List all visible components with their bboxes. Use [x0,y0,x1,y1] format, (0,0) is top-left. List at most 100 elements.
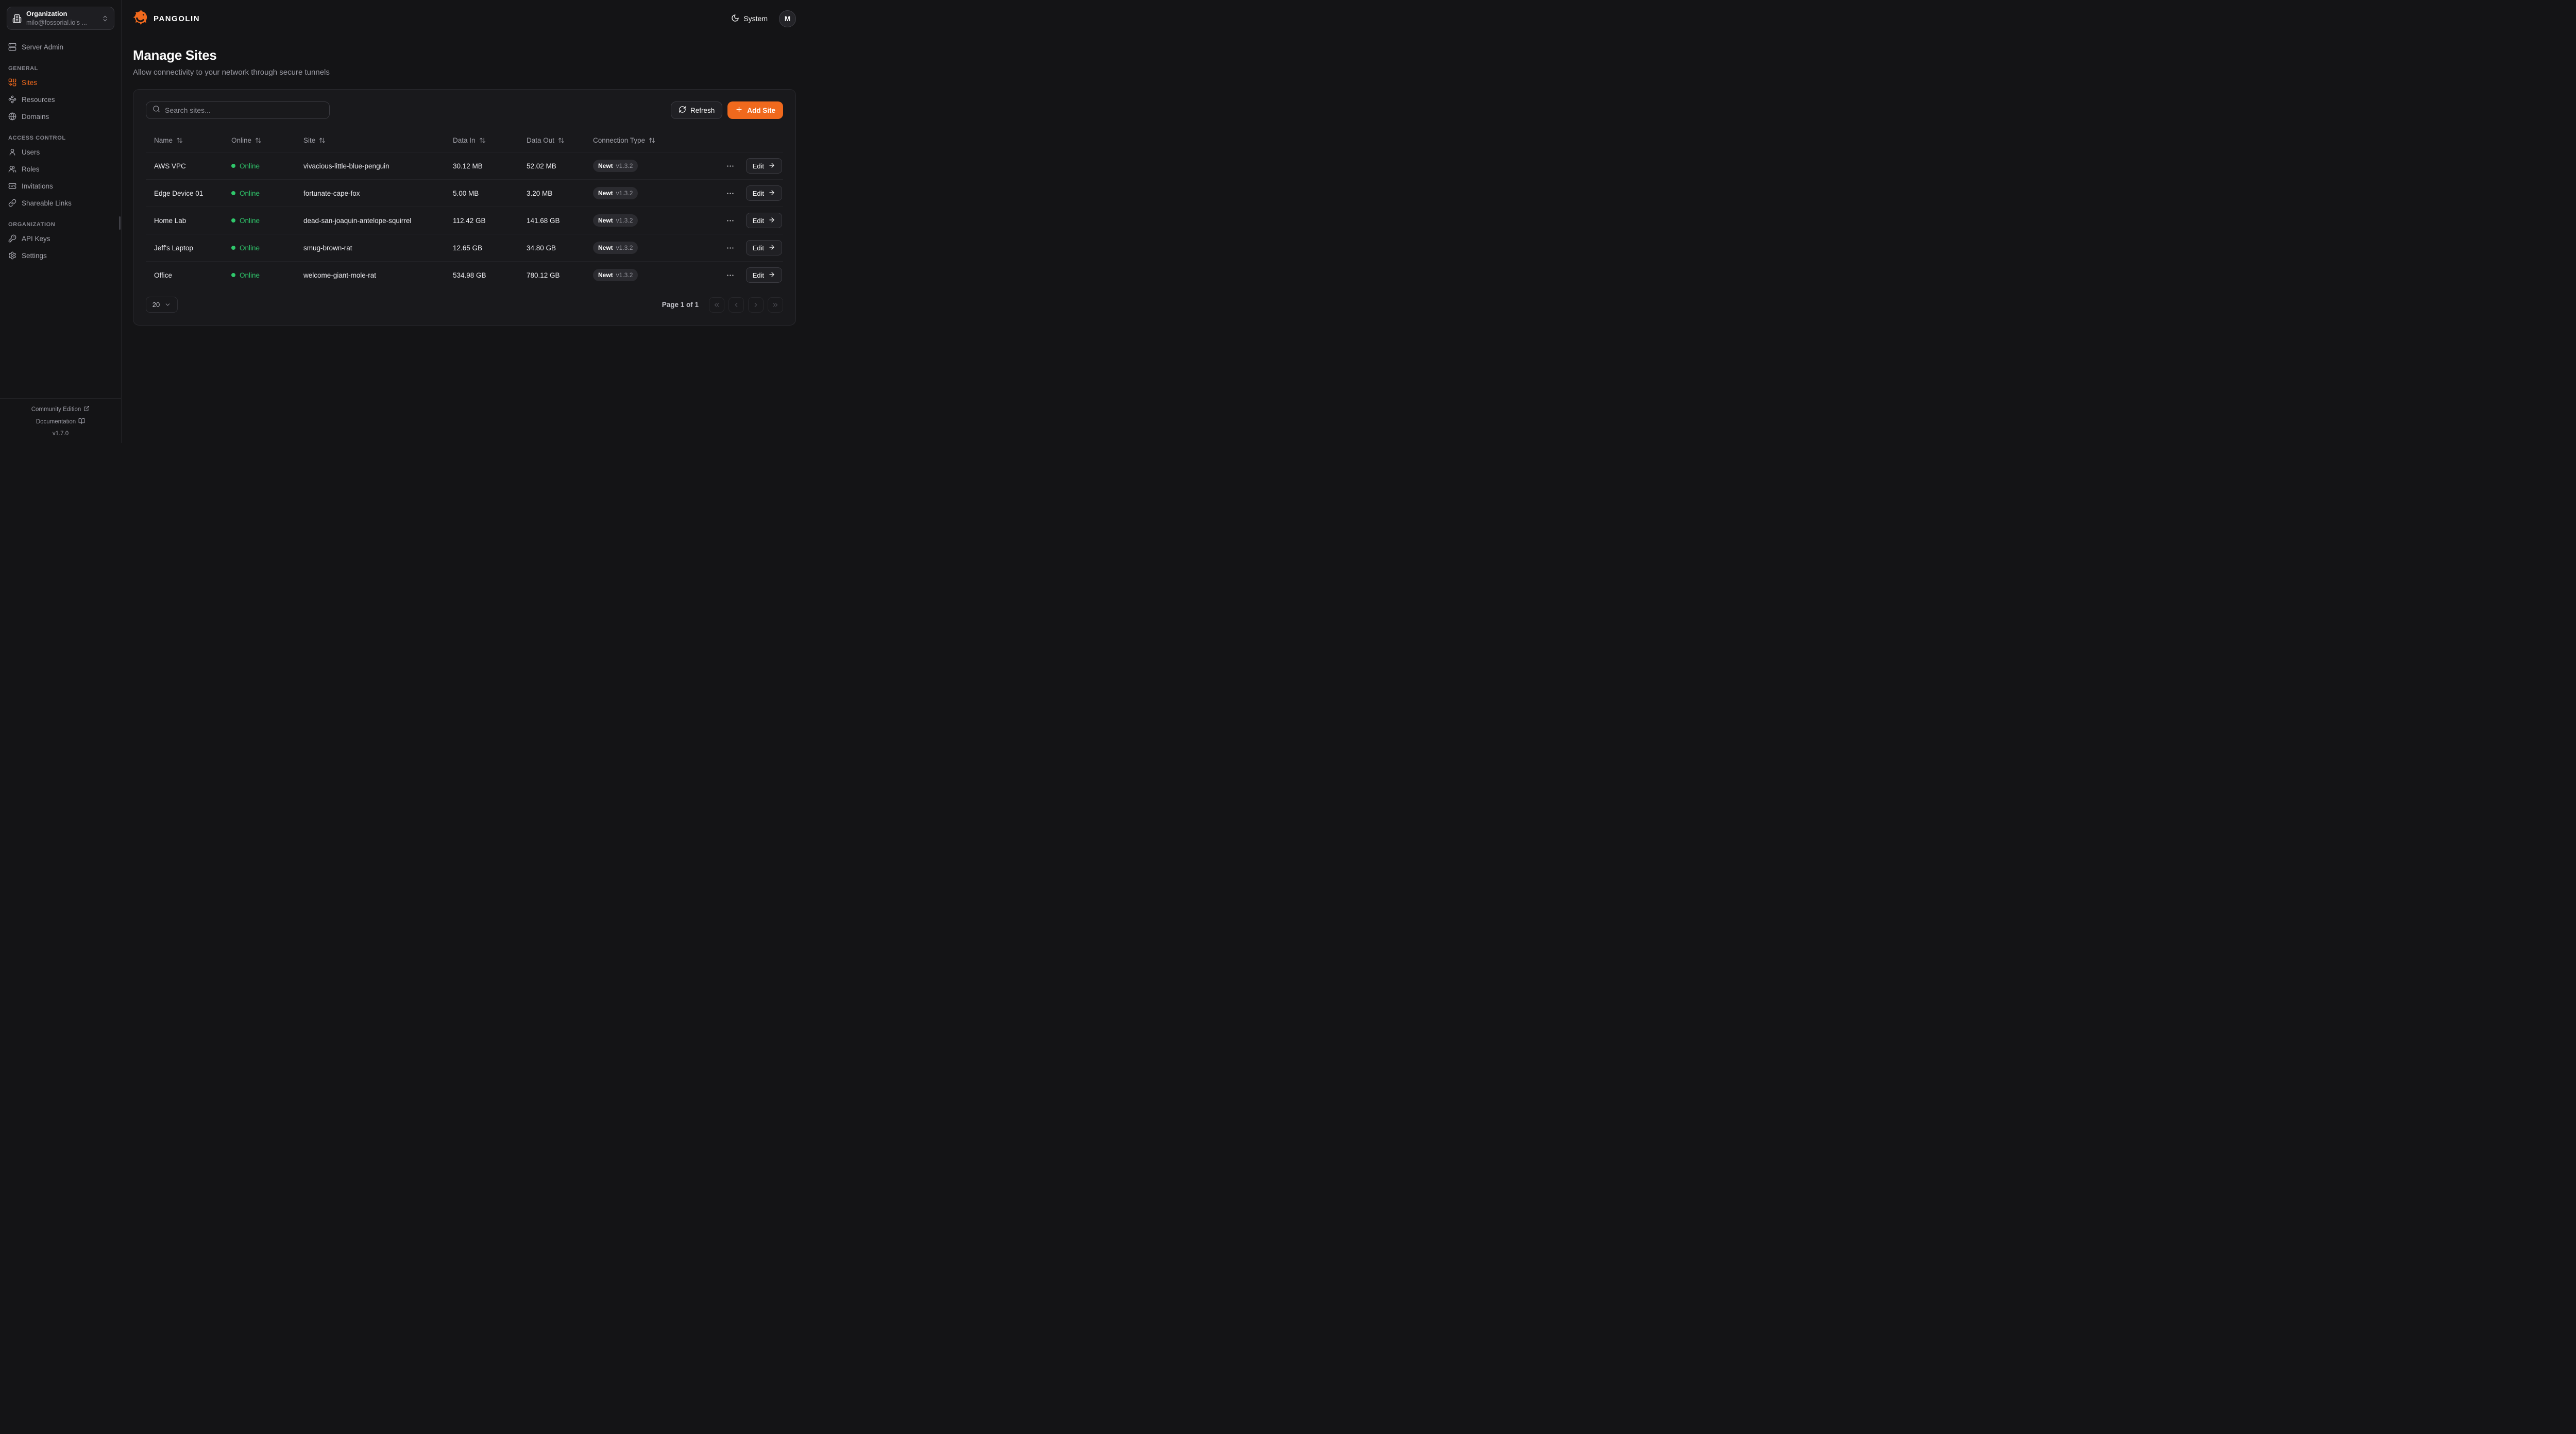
table-row: AWS VPC Online vivacious-little-blue-pen… [146,152,783,179]
sidebar-item-shareable-links[interactable]: Shareable Links [7,196,114,210]
documentation-link[interactable]: Documentation [0,418,121,426]
combine-icon [8,78,16,87]
org-selector-title: Organization [26,10,67,18]
plus-icon [735,106,743,115]
last-page-button[interactable] [768,297,783,313]
page-size-value: 20 [152,301,160,309]
column-header-data-in[interactable]: Data In [453,136,518,144]
edit-button[interactable]: Edit [745,213,782,228]
community-edition-link[interactable]: Community Edition [0,405,121,413]
section-label-organization: ORGANIZATION [8,221,56,228]
connection-type: Newt [598,162,613,169]
server-icon [8,43,16,51]
refresh-button[interactable]: Refresh [670,101,723,119]
sidebar-item-resources[interactable]: Resources [7,93,114,106]
edit-button[interactable]: Edit [745,267,782,283]
org-selector[interactable]: Organization milo@fossorial.io's ... [7,7,114,30]
data-in-cell: 12.65 GB [453,244,483,252]
ticket-check-icon [8,182,16,190]
sort-icon [255,137,262,144]
theme-toggle[interactable]: System [731,14,768,24]
sidebar-item-label: Resources [22,95,55,104]
row-menu-button[interactable] [725,243,736,253]
pangolin-logo[interactable]: PANGOLIN [133,9,200,28]
search-icon [152,105,160,115]
sidebar-item-domains[interactable]: Domains [7,110,114,123]
edit-label: Edit [752,216,764,225]
refresh-label: Refresh [690,106,715,114]
sidebar-item-label: Shareable Links [22,199,72,207]
edit-button[interactable]: Edit [745,240,782,255]
org-selector-text: Organization milo@fossorial.io's ... [26,10,97,27]
sidebar-item-label: Server Admin [22,43,64,51]
status-label: Online [240,271,260,279]
main-content: PANGOLIN System M Manage Sites Allow con… [122,0,808,443]
column-header-data-out[interactable]: Data Out [527,136,585,144]
edit-button[interactable]: Edit [745,185,782,201]
sort-icon [649,137,655,144]
sidebar-item-users[interactable]: Users [7,145,114,159]
sidebar-item-label: Users [22,148,40,156]
connection-version: v1.3.2 [616,190,633,197]
users-icon [8,165,16,173]
status-badge: Online [231,162,295,170]
edit-button[interactable]: Edit [745,158,782,174]
row-actions: Edit [683,213,783,228]
page-title: Manage Sites [133,47,217,63]
data-out-cell: 52.02 MB [527,162,556,170]
status-badge: Online [231,190,295,197]
row-menu-button[interactable] [725,215,736,226]
sidebar-item-label: Settings [22,251,47,260]
edit-label: Edit [752,189,764,197]
data-out-cell: 780.12 GB [527,271,560,279]
sidebar-item-sites[interactable]: Sites [7,76,114,89]
sidebar-item-settings[interactable]: Settings [7,249,114,262]
status-badge: Online [231,271,295,279]
data-out-cell: 141.68 GB [527,216,560,225]
row-menu-button[interactable] [725,188,736,199]
connection-type-badge: Newt v1.3.2 [593,214,638,227]
data-in-cell: 534.98 GB [453,271,486,279]
sidebar-item-roles[interactable]: Roles [7,162,114,176]
arrow-right-icon [768,189,775,198]
column-header-connection-type[interactable]: Connection Type [593,136,683,144]
column-header-online[interactable]: Online [231,136,295,144]
external-link-icon [83,405,90,413]
sidebar-item-api-keys[interactable]: API Keys [7,232,114,245]
table-row: Home Lab Online dead-san-joaquin-antelop… [146,207,783,234]
add-site-button[interactable]: Add Site [727,101,783,119]
search-input[interactable] [165,106,323,114]
sidebar-scrollbar[interactable] [119,216,121,230]
avatar[interactable]: M [779,10,796,27]
documentation-label: Documentation [36,419,76,425]
edit-label: Edit [752,244,764,252]
column-header-name[interactable]: Name [154,136,223,144]
prev-page-button[interactable] [728,297,744,313]
table-row: Jeff's Laptop Online smug-brown-rat 12.6… [146,234,783,261]
table-body: AWS VPC Online vivacious-little-blue-pen… [146,152,783,288]
site-slug-cell: fortunate-cape-fox [303,189,360,197]
site-name-cell: Jeff's Laptop [154,244,193,252]
row-menu-button[interactable] [725,161,736,172]
connection-type-badge: Newt v1.3.2 [593,269,638,281]
sidebar-item-server-admin[interactable]: Server Admin [7,40,114,54]
sort-icon [176,137,183,144]
gear-icon [8,251,16,260]
sidebar: Organization milo@fossorial.io's ... Ser… [0,0,122,443]
column-header-site[interactable]: Site [303,136,445,144]
page-size-select[interactable]: 20 [146,297,178,313]
sidebar-item-label: Sites [22,78,38,87]
next-page-button[interactable] [748,297,764,313]
connection-type: Newt [598,190,613,197]
pangolin-logo-icon [133,9,149,28]
sidebar-item-invitations[interactable]: Invitations [7,179,114,193]
first-page-button[interactable] [709,297,724,313]
sidebar-item-label: API Keys [22,234,50,243]
user-icon [8,148,16,156]
section-label-general: GENERAL [8,65,38,72]
sidebar-item-label: Domains [22,112,49,121]
data-out-cell: 34.80 GB [527,244,556,252]
row-actions: Edit [683,158,783,174]
arrow-right-icon [768,162,775,170]
row-menu-button[interactable] [725,270,736,281]
